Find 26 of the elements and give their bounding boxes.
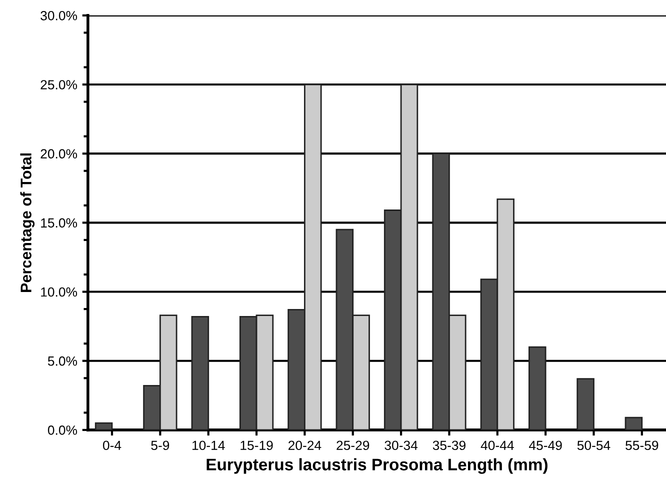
- x-tick-label: 25-29: [336, 440, 370, 450]
- bar: [576, 378, 594, 430]
- y-tick-label: 10.0%: [41, 287, 78, 297]
- x-tick-label: 55-59: [626, 440, 658, 450]
- y-tick-label: 0.0%: [48, 426, 78, 435]
- x-tick-label: 5-9: [151, 440, 170, 450]
- x-tick-label: 50-54: [577, 440, 610, 450]
- bar: [191, 316, 210, 430]
- y-axis-title: Percentage of Total: [20, 153, 35, 292]
- y-tick-label: 5.0%: [48, 356, 78, 366]
- x-tick-label: 45-49: [528, 440, 562, 450]
- y-tick-label: 25.0%: [40, 80, 78, 90]
- x-tick-label: 40-44: [480, 440, 514, 450]
- x-axis-title: Eurypterus lacustris Prosoma Length (mm): [206, 458, 548, 474]
- bar: [94, 422, 113, 430]
- y-tick-label: 30.0%: [40, 10, 78, 20]
- bar: [624, 416, 643, 430]
- x-tick-label: 35-39: [432, 440, 466, 450]
- x-tick-label: 20-24: [288, 440, 322, 450]
- y-tick-label: 15.0%: [41, 218, 78, 228]
- y-tick-label: 20.0%: [40, 149, 78, 159]
- x-tick-label: 30-34: [384, 440, 418, 450]
- x-tick-label: 0-4: [102, 440, 122, 450]
- bar: [528, 346, 546, 430]
- x-tick-label: 15-19: [240, 440, 273, 450]
- x-tick-label: 10-14: [192, 440, 225, 450]
